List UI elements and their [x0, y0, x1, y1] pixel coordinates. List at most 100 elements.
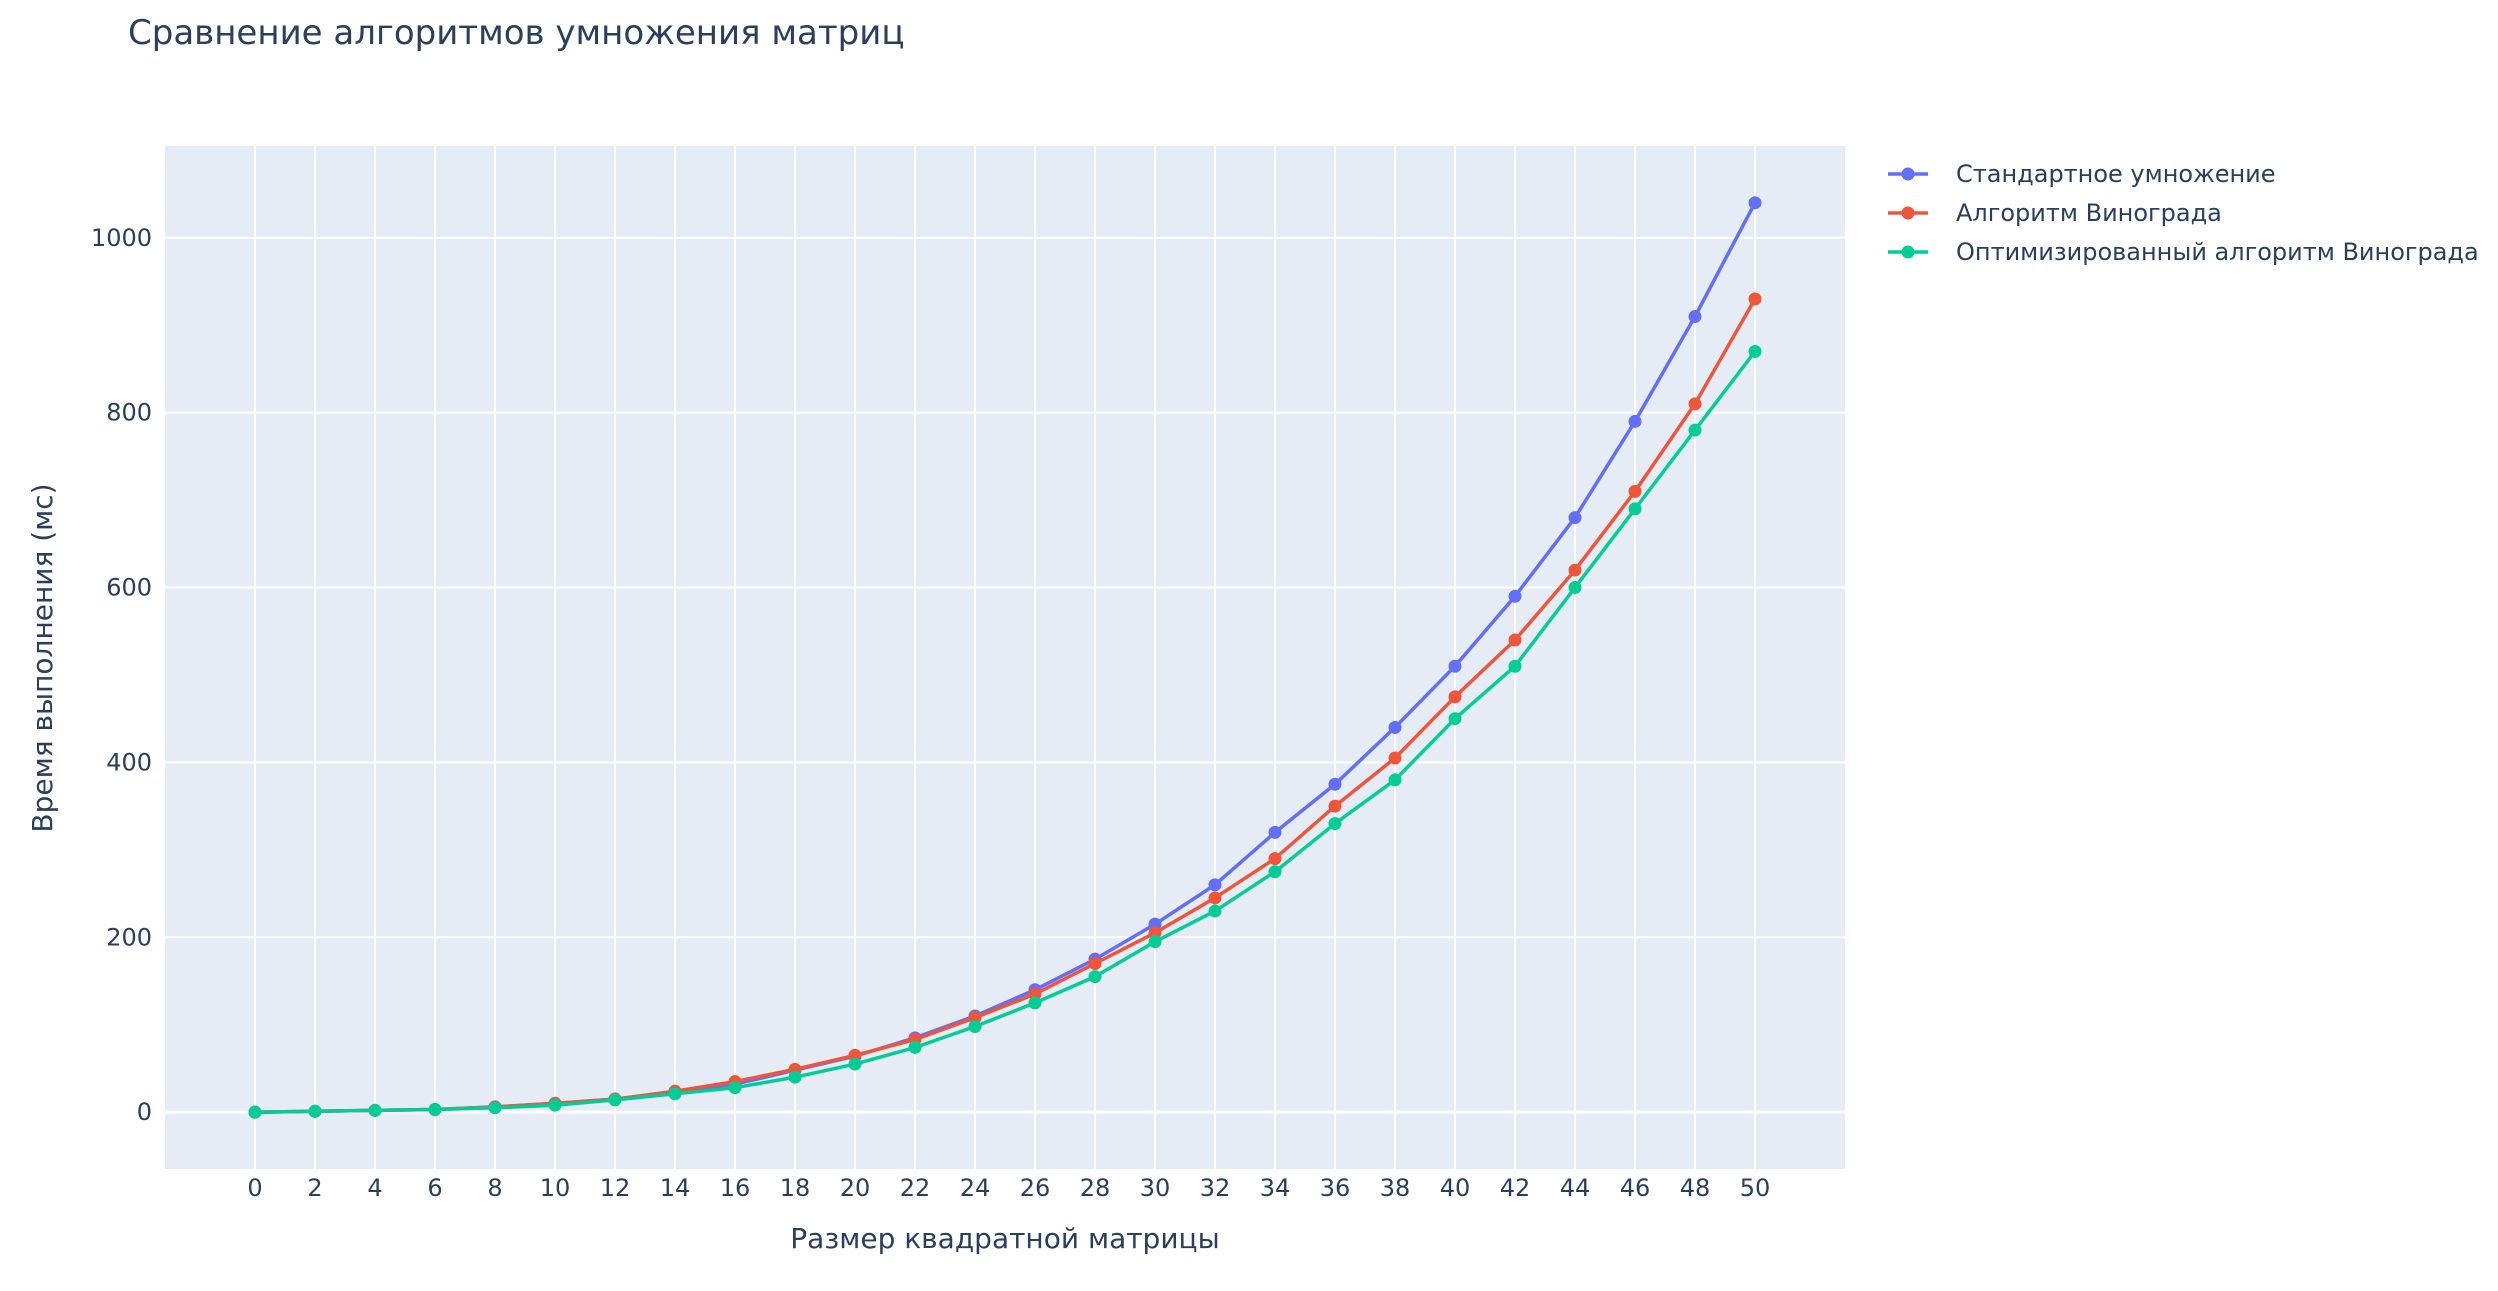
x-tick-label: 48 — [1680, 1174, 1711, 1202]
x-tick-label: 42 — [1500, 1174, 1531, 1202]
data-point — [1448, 712, 1462, 726]
x-tick-label: 50 — [1740, 1174, 1771, 1202]
data-point — [488, 1101, 502, 1115]
data-point — [1208, 878, 1222, 892]
x-tick-label: 36 — [1320, 1174, 1351, 1202]
legend-marker — [1901, 245, 1915, 259]
x-tick-label: 46 — [1620, 1174, 1651, 1202]
legend-marker — [1901, 167, 1915, 181]
legend-label: Алгоритм Винограда — [1956, 199, 2222, 227]
data-point — [848, 1057, 862, 1071]
legend-marker — [1901, 206, 1915, 220]
data-point — [428, 1103, 442, 1117]
data-point — [668, 1087, 682, 1101]
x-tick-label: 38 — [1380, 1174, 1411, 1202]
x-tick-label: 24 — [960, 1174, 991, 1202]
data-point — [788, 1070, 802, 1084]
x-gridlines — [254, 146, 1756, 1169]
data-point — [1748, 344, 1762, 358]
legend-item: Оптимизированный алгоритм Винограда — [1888, 238, 2479, 266]
data-point — [1688, 397, 1702, 411]
data-point — [1268, 852, 1282, 866]
data-point — [1328, 777, 1342, 791]
data-point — [1448, 659, 1462, 673]
data-point — [1628, 414, 1642, 428]
data-point — [1088, 957, 1102, 971]
data-point — [1508, 633, 1522, 647]
data-point — [1268, 865, 1282, 879]
chart-title: Сравнение алгоритмов умножения матриц — [128, 13, 904, 53]
data-point — [248, 1105, 262, 1119]
data-point — [1448, 690, 1462, 704]
x-tick-label: 44 — [1560, 1174, 1591, 1202]
x-tick-label: 18 — [780, 1174, 811, 1202]
data-point — [968, 1019, 982, 1033]
x-tick-label: 16 — [720, 1174, 751, 1202]
data-point — [1628, 502, 1642, 516]
data-point — [1688, 310, 1702, 323]
data-point — [1328, 799, 1342, 813]
y-tick-label: 400 — [106, 748, 152, 776]
x-tick-label: 10 — [540, 1174, 571, 1202]
data-point — [548, 1098, 562, 1112]
data-point — [1628, 484, 1642, 498]
x-tick-label: 30 — [1140, 1174, 1171, 1202]
legend: Стандартное умножение Алгоритм Винограда О… — [1888, 160, 2479, 266]
x-tick-label: 34 — [1260, 1174, 1291, 1202]
data-point — [1028, 996, 1042, 1010]
data-point — [1328, 817, 1342, 831]
data-point — [608, 1093, 622, 1107]
data-point — [1148, 935, 1162, 949]
data-point — [1568, 563, 1582, 577]
data-point — [1508, 659, 1522, 673]
data-point — [308, 1104, 322, 1118]
x-tick-label: 8 — [487, 1174, 502, 1202]
y-tick-label: 200 — [106, 923, 152, 951]
x-tick-label: 26 — [1020, 1174, 1051, 1202]
x-tick-label: 4 — [367, 1174, 382, 1202]
data-point — [1748, 292, 1762, 306]
data-point — [1508, 589, 1522, 603]
plot-area — [165, 146, 1845, 1169]
data-point — [1568, 581, 1582, 595]
series-line — [254, 350, 1757, 1114]
x-tick-label: 22 — [900, 1174, 931, 1202]
x-tick-label: 28 — [1080, 1174, 1111, 1202]
data-point — [728, 1081, 742, 1095]
x-tick-label: 40 — [1440, 1174, 1471, 1202]
x-tick-labels: 0 2 4 6 8 10 12 14 16 18 20 22 24 26 28 30 32 34 36 38 40 42 4… — [247, 1174, 1770, 1202]
y-tick-labels: 0 200 400 600 800 1000 — [91, 224, 152, 1126]
x-tick-label: 20 — [840, 1174, 871, 1202]
data-point — [368, 1103, 382, 1117]
data-point — [1688, 423, 1702, 437]
x-tick-label: 6 — [427, 1174, 442, 1202]
data-point — [1208, 904, 1222, 918]
x-axis-title: Размер квадратной матрицы — [790, 1222, 1219, 1255]
y-tick-label: 800 — [106, 399, 152, 427]
data-point — [1208, 891, 1222, 905]
data-point — [1748, 196, 1762, 210]
data-point — [908, 1040, 922, 1054]
data-point — [1088, 970, 1102, 984]
series-3 — [248, 344, 1762, 1119]
y-axis-title: Время выполнения (мс) — [26, 483, 59, 832]
data-point — [1268, 825, 1282, 839]
legend-label: Оптимизированный алгоритм Винограда — [1956, 238, 2479, 266]
series-layer — [248, 196, 1762, 1119]
legend-item: Стандартное умножение — [1888, 160, 2276, 188]
y-gridlines — [165, 236, 1845, 1114]
x-tick-label: 32 — [1200, 1174, 1231, 1202]
data-point — [1388, 751, 1402, 765]
y-tick-label: 600 — [106, 574, 152, 602]
data-point — [1388, 720, 1402, 734]
y-tick-label: 1000 — [91, 224, 152, 252]
data-point — [1388, 773, 1402, 787]
legend-item: Алгоритм Винограда — [1888, 199, 2222, 227]
x-tick-label: 14 — [660, 1174, 691, 1202]
legend-label: Стандартное умножение — [1956, 160, 2276, 188]
y-tick-label: 0 — [137, 1098, 152, 1126]
x-tick-label: 2 — [307, 1174, 322, 1202]
x-tick-label: 0 — [247, 1174, 262, 1202]
data-point — [1568, 511, 1582, 525]
